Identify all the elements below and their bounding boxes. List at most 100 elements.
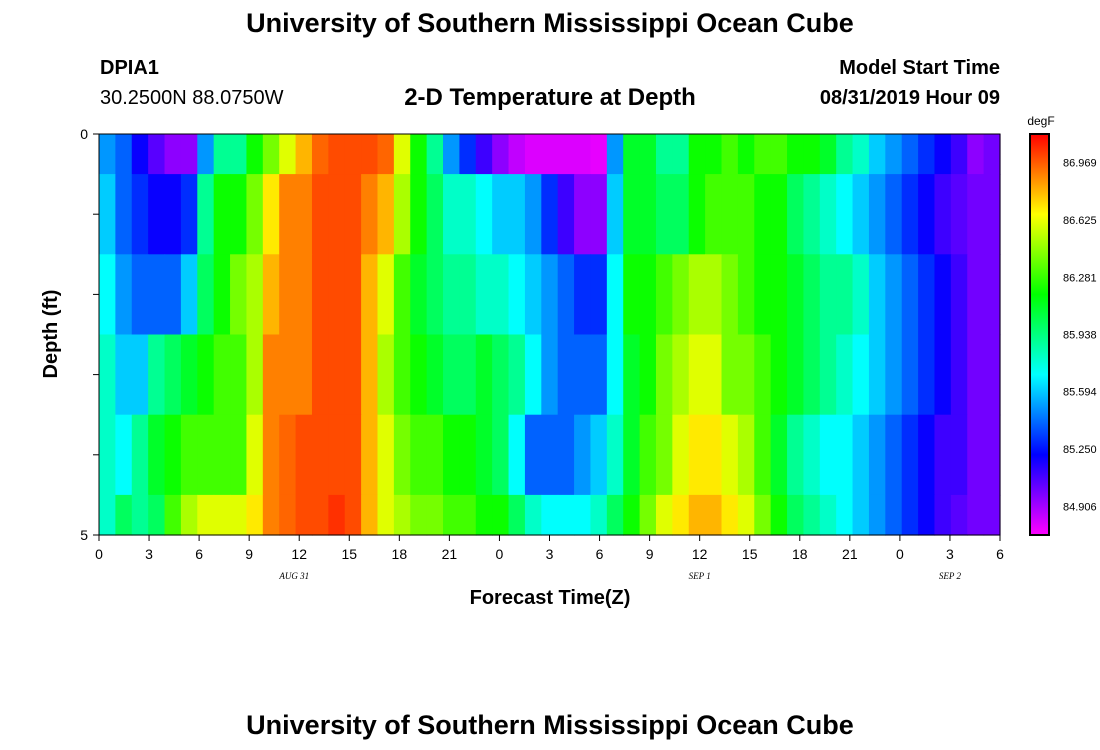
heatmap-cell [508, 334, 526, 416]
heatmap-cell [344, 494, 362, 536]
heatmap-cell [164, 134, 182, 175]
heatmap-cell [230, 334, 248, 416]
heatmap-cell [508, 174, 526, 255]
heatmap-cell [246, 174, 264, 255]
x-tick-label: 3 [145, 546, 153, 562]
heatmap-cell [574, 414, 592, 496]
heatmap-cell [918, 414, 936, 496]
heatmap-cell [459, 134, 477, 175]
heatmap-cell [672, 134, 690, 175]
x-date-label: SEP 1 [689, 571, 711, 581]
heatmap-cell [557, 334, 575, 416]
heatmap-cell [836, 334, 854, 416]
heatmap-cell [115, 174, 133, 255]
heatmap-cell [950, 414, 968, 496]
heatmap-cell [803, 334, 821, 416]
heatmap-cell [213, 494, 231, 536]
heatmap-cell [180, 414, 198, 496]
heatmap-cell [967, 254, 985, 336]
x-tick-label: 21 [442, 546, 458, 562]
heatmap-cell [983, 414, 1001, 496]
heatmap-cell [230, 494, 248, 536]
heatmap-cell [230, 134, 248, 175]
colorbar-scale [1029, 133, 1050, 536]
heatmap-cell [180, 174, 198, 255]
heatmap-cell [541, 334, 559, 416]
colorbar-unit: degF [1027, 114, 1054, 128]
heatmap-cell [115, 254, 133, 336]
heatmap-cell [934, 494, 952, 536]
heatmap-cell [574, 334, 592, 416]
colorbar-tick-label: 85.594 [1063, 387, 1097, 399]
heatmap-cell [688, 334, 706, 416]
heatmap-cell [541, 134, 559, 175]
heatmap-cell [639, 494, 657, 536]
heatmap-cell [361, 174, 379, 255]
heatmap-cell [836, 254, 854, 336]
heatmap-cell [934, 414, 952, 496]
heatmap-cell [475, 134, 493, 175]
x-tick-label: 3 [946, 546, 954, 562]
heatmap-cell [606, 334, 624, 416]
heatmap-cell [361, 134, 379, 175]
x-tick-label: 9 [245, 546, 253, 562]
heatmap-cell [443, 254, 460, 336]
heatmap-cell [639, 254, 657, 336]
heatmap-cell [950, 494, 968, 536]
heatmap-cell [426, 254, 444, 336]
heatmap-cell [295, 494, 313, 536]
heatmap-cell [492, 494, 510, 536]
heatmap-cell [819, 334, 837, 416]
heatmap-cell [524, 254, 542, 336]
heatmap-cell [213, 414, 231, 496]
heatmap-cell [787, 334, 805, 416]
heatmap-cell [541, 254, 559, 336]
heatmap-cell [557, 254, 575, 336]
colorbar-tick-label: 86.281 [1063, 272, 1097, 284]
heatmap-cell [721, 254, 739, 336]
station-id: DPIA1 [100, 57, 159, 79]
heatmap-cell [852, 414, 870, 496]
heatmap-cell [99, 254, 116, 336]
heatmap-cell [426, 414, 444, 496]
heatmap-cell [524, 174, 542, 255]
heatmap-cell [721, 174, 739, 255]
heatmap-cell [475, 334, 493, 416]
heatmap-cell [868, 254, 886, 336]
heatmap-cell [721, 134, 739, 175]
heatmap-cell [885, 134, 903, 175]
heatmap-cell [524, 414, 542, 496]
heatmap-cell [737, 254, 755, 336]
heatmap-cell [918, 134, 936, 175]
heatmap-cell [393, 414, 411, 496]
heatmap-cell [262, 174, 280, 255]
heatmap-cell [410, 494, 428, 536]
heatmap-cell [328, 414, 346, 496]
heatmap-cell [410, 134, 428, 175]
heatmap-cell [164, 334, 182, 416]
heatmap-cell [164, 414, 182, 496]
heatmap-cell [328, 174, 346, 255]
heatmap-cell [901, 414, 919, 496]
heatmap-cell [475, 414, 493, 496]
heatmap-cell [524, 494, 542, 536]
heatmap-cell [197, 334, 215, 416]
heatmap-cell [639, 134, 657, 175]
heatmap-cell [492, 334, 510, 416]
heatmap-cell [459, 174, 477, 255]
heatmap-cell [754, 254, 772, 336]
y-axis: 05 [80, 126, 99, 543]
heatmap-cell [754, 334, 772, 416]
heatmap-cell [639, 174, 657, 255]
heatmap-cell [901, 254, 919, 336]
top-title: University of Southern Mississippi Ocean… [246, 8, 854, 38]
colorbar: degF 86.969 86.625 86.281 85.938 85.594 85.25… [1027, 114, 1097, 536]
heatmap-cell [328, 254, 346, 336]
x-tick-label: 15 [341, 546, 357, 562]
x-tick-label: 18 [792, 546, 808, 562]
heatmap-cell [590, 174, 608, 255]
model-start-value: 08/31/2019 Hour 09 [819, 87, 1000, 109]
heatmap-cell [983, 174, 1001, 255]
heatmap-cell [672, 334, 690, 416]
heatmap-cell [950, 254, 968, 336]
